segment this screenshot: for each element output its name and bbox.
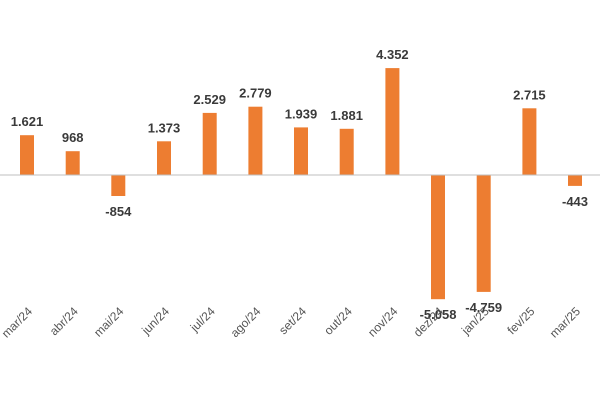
bar-mar-25	[568, 175, 582, 186]
bar-abr-24	[65, 151, 80, 175]
data-label-nov-24: 4.352	[376, 47, 409, 62]
bar-fev-25	[522, 108, 537, 175]
data-label-jan-25: -4.759	[465, 300, 502, 315]
x-tick-jul-24: jul/24	[187, 304, 218, 335]
data-label-jul-24: 2.529	[193, 92, 226, 107]
data-label-jun-24: 1.373	[148, 120, 181, 135]
bar-set-24	[294, 127, 308, 175]
data-label-dez-24: -5.058	[420, 307, 457, 322]
bar-jul-24	[202, 112, 217, 175]
x-tick-jun-24: jun/24	[138, 304, 172, 338]
data-label-mar-25: -443	[562, 194, 588, 209]
data-label-fev-25: 2.715	[513, 87, 546, 102]
data-label-abr-24: 968	[62, 130, 84, 145]
bar-out-24	[339, 128, 354, 175]
data-label-out-24: 1.881	[330, 108, 363, 123]
x-tick-abr-24: abr/24	[47, 304, 81, 338]
bar-jun-24	[157, 141, 171, 175]
bars-group	[20, 68, 582, 300]
data-label-set-24: 1.939	[285, 106, 318, 121]
x-tick-mai-24: mai/24	[91, 304, 127, 340]
bar-nov-24	[385, 68, 400, 175]
x-tick-nov-24: nov/24	[365, 304, 401, 340]
x-tick-set-24: set/24	[276, 304, 309, 337]
x-tick-fev-25: fev/25	[504, 304, 537, 337]
bar-jan-25	[476, 175, 491, 292]
data-labels-group: 1.621 968 -854 1.373 2.529 2.779 1.939 1.881 4.3…	[11, 47, 588, 322]
x-tick-mar-25: mar/25	[547, 304, 584, 341]
bar-dez-24	[431, 175, 445, 300]
bar-mar-24	[20, 135, 34, 175]
bar-mai-24	[111, 175, 126, 196]
x-tick-out-24: out/24	[321, 304, 355, 338]
data-label-mai-24: -854	[105, 204, 132, 219]
x-tick-mar-24: mar/24	[0, 304, 35, 341]
data-label-ago-24: 2.779	[239, 86, 272, 101]
x-tick-ago-24: ago/24	[228, 304, 264, 340]
data-label-mar-24: 1.621	[11, 114, 44, 129]
bar-ago-24	[248, 106, 263, 175]
